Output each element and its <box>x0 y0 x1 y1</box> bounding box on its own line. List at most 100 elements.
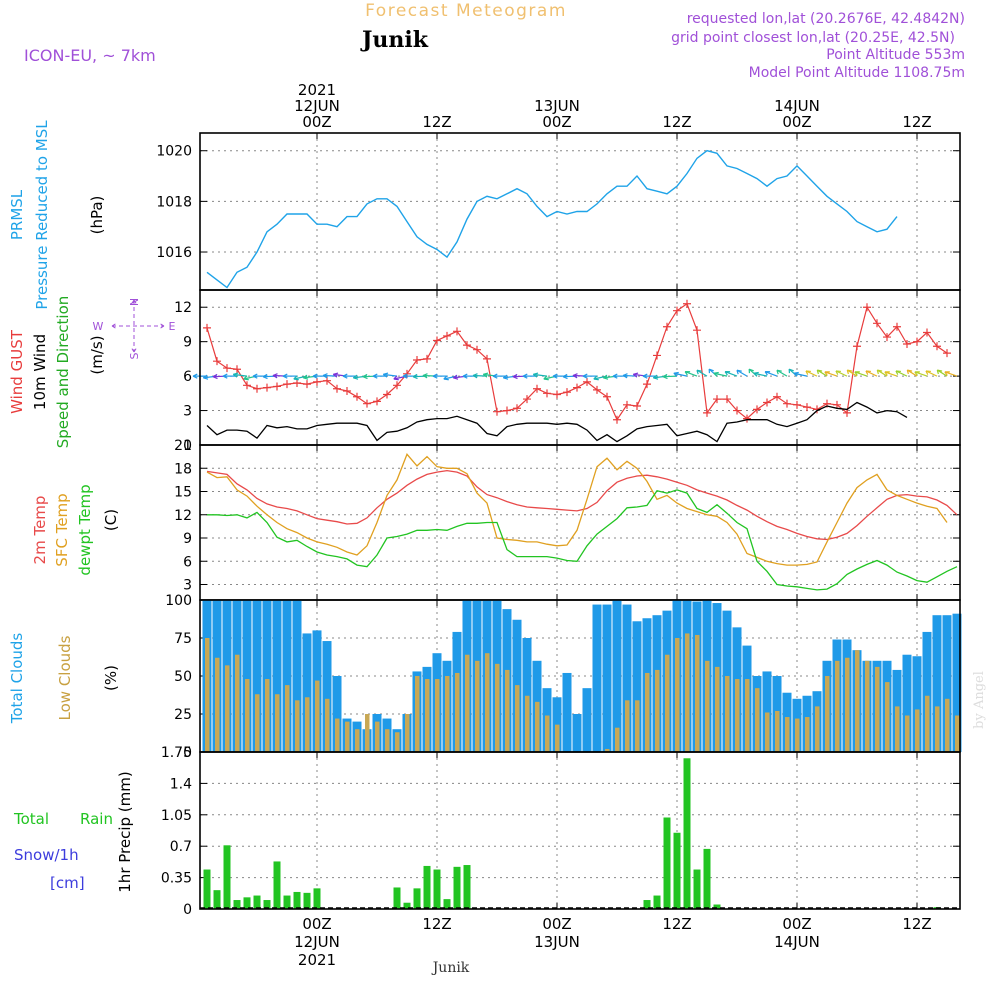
gust-marker <box>803 403 811 412</box>
gust-marker <box>753 405 761 414</box>
y-tick-label: 3 <box>183 578 192 594</box>
wind-direction-arrow <box>835 370 848 377</box>
low-cloud-bar <box>695 634 700 752</box>
total-cloud-bar <box>902 654 912 752</box>
rain-bar <box>283 895 291 909</box>
rain-bar <box>463 865 471 909</box>
pressure-label-desc: Pressure Reduced to MSL <box>33 120 51 310</box>
low-cloud-bar <box>835 660 840 752</box>
gust-marker <box>833 400 841 409</box>
wind-direction-arrow <box>876 369 888 377</box>
y-tick-label: 12 <box>174 508 192 524</box>
wind-direction-arrow <box>865 370 878 377</box>
wind-direction-arrow <box>936 369 948 377</box>
watermark: by Angel <box>972 671 987 729</box>
precip-label-snow: Snow/1h <box>14 846 79 864</box>
y-tick-label: 6 <box>183 554 192 570</box>
gust-marker <box>623 400 631 409</box>
total-cloud-bar <box>302 633 312 752</box>
gust-marker <box>243 381 251 390</box>
temp-sfc-line <box>206 453 948 566</box>
clouds-panel: Total Clouds Low Clouds (%) 0 25 50 75 100 <box>8 593 962 761</box>
precip-label-total: Total <box>13 810 49 828</box>
low-cloud-bar <box>305 697 310 752</box>
gust-marker <box>273 382 281 391</box>
low-cloud-bar <box>625 700 630 752</box>
low-cloud-bar <box>335 718 340 752</box>
time-label-bottom: 00Z <box>302 915 331 933</box>
total-cloud-bar <box>942 615 952 752</box>
info-line-model-altitude: Model Point Altitude 1108.75m <box>749 65 965 81</box>
gust-marker <box>393 381 401 390</box>
total-cloud-bar <box>612 600 622 752</box>
low-cloud-bar <box>925 695 930 752</box>
clouds-label-total: Total Clouds <box>8 633 26 725</box>
low-cloud-bar <box>715 666 720 752</box>
gust-marker <box>893 322 901 331</box>
wind-direction-arrow <box>736 369 748 377</box>
gust-marker <box>333 384 341 393</box>
low-cloud-bar <box>275 694 280 752</box>
compass-s: S <box>128 352 141 359</box>
time-label-bottom: 12Z <box>422 915 451 933</box>
rain-bar <box>693 869 701 909</box>
low-cloud-bar <box>745 679 750 752</box>
low-cloud-bar <box>285 685 290 752</box>
temp-label-2m: 2m Temp <box>31 496 49 565</box>
clouds-label-low: Low Clouds <box>56 635 74 720</box>
gust-marker <box>253 384 261 393</box>
low-cloud-bar <box>685 633 690 752</box>
temp-label-dewpt: dewpt Temp <box>76 484 94 575</box>
low-cloud-bar <box>935 706 940 752</box>
rain-bar <box>453 866 461 909</box>
wind-direction-arrow <box>713 371 728 377</box>
y-tick-label: 6 <box>183 369 192 385</box>
low-cloud-bar <box>485 653 490 752</box>
gust-marker <box>383 390 391 399</box>
temp-label-sfc: SFC Temp <box>53 493 71 566</box>
wind-unit: (m/s) <box>88 335 106 374</box>
temperature-panel: 2m Temp SFC Temp dewpt Temp (C) 3 6 9 12 15 1… <box>31 438 961 601</box>
model-label: ICON-EU, ~ 7km <box>24 46 156 65</box>
low-cloud-bar <box>205 638 210 752</box>
total-cloud-bar <box>322 641 332 752</box>
gust-marker <box>683 299 691 308</box>
wind-direction-arrow <box>724 371 738 377</box>
y-tick-label: 12 <box>174 300 192 316</box>
low-cloud-bar <box>875 666 880 752</box>
gust-marker <box>613 415 621 424</box>
wind-direction-arrow <box>906 369 918 377</box>
gust-marker <box>793 400 801 409</box>
low-cloud-bar <box>225 665 230 752</box>
rain-bar <box>683 758 691 909</box>
total-cloud-bar <box>262 600 272 752</box>
low-cloud-bar <box>525 695 530 752</box>
y-tick-label: 18 <box>174 461 192 477</box>
y-tick-label: 100 <box>165 593 192 609</box>
wind-speed-line <box>206 401 908 443</box>
low-cloud-bar <box>385 729 390 752</box>
low-cloud-bar <box>645 672 650 752</box>
low-cloud-bar <box>355 729 360 752</box>
gust-marker <box>853 342 861 351</box>
y-tick-label: 9 <box>183 335 192 351</box>
pressure-label-prmsl: PRMSL <box>8 189 26 240</box>
wind-direction-arrow <box>854 371 868 377</box>
wind-direction-arrow <box>696 369 708 377</box>
time-label-bottom: 12Z <box>662 915 691 933</box>
gust-marker <box>373 397 381 406</box>
time-label-top: 12Z <box>902 113 931 131</box>
y-tick-label: 15 <box>174 485 192 501</box>
gust-marker <box>863 303 871 312</box>
time-label-top: 14JUN <box>774 97 820 115</box>
y-tick-label: 0.35 <box>161 871 192 887</box>
total-cloud-bar <box>622 604 632 752</box>
wind-direction-arrow <box>944 371 958 377</box>
rain-bar <box>273 861 281 909</box>
time-label-top: 13JUN <box>534 97 580 115</box>
gust-marker <box>553 390 561 399</box>
low-cloud-bar <box>425 679 430 752</box>
compass-w: W <box>93 320 104 333</box>
gust-marker <box>233 365 241 374</box>
wind-direction-arrow <box>684 371 698 377</box>
